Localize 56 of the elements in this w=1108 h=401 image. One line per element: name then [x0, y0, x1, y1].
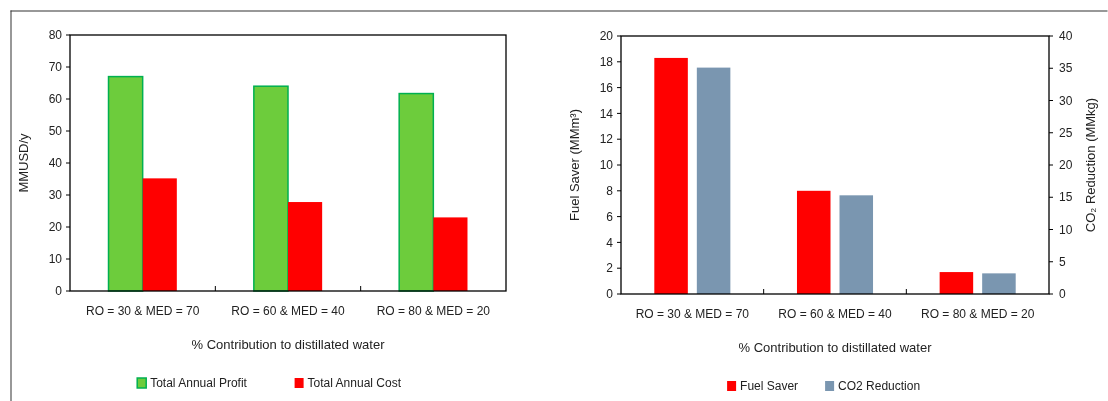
y-tick-label: 30	[48, 188, 63, 203]
y2-tick-label: 30	[1059, 93, 1073, 108]
legend-label: Total Annual Profit	[150, 376, 248, 391]
bar	[939, 272, 974, 294]
y-tick-label: 6	[606, 209, 614, 224]
x-axis-title: % Contribution to distillated water	[191, 337, 386, 352]
bar	[398, 92, 435, 292]
y2-axis-title: CO₂ Reduction (MMkg)	[1083, 97, 1098, 233]
x-tick-label: RO = 80 & MED = 20	[920, 307, 1035, 321]
y-axis-title: MMUSD/y	[16, 132, 31, 193]
y-tick-label: 10	[599, 158, 614, 173]
y2-tick-label: 10	[1059, 222, 1073, 237]
y-tick-label: 20	[48, 220, 63, 235]
y-tick-label: 4	[606, 235, 614, 250]
legend-label: Fuel Saver	[740, 379, 799, 394]
y-tick-label: 0	[55, 284, 63, 299]
y-tick-label: 0	[606, 287, 614, 302]
bar	[654, 57, 688, 294]
bar	[288, 202, 323, 291]
x-tick-label: RO = 80 & MED = 20	[376, 304, 491, 318]
legend-label: Total Annual Cost	[307, 376, 402, 391]
bar	[433, 217, 468, 291]
y2-tick-label: 20	[1059, 158, 1073, 173]
y2-tick-label: 35	[1059, 61, 1073, 76]
y-tick-label: 60	[48, 92, 63, 107]
bar	[142, 178, 177, 291]
bar	[253, 85, 289, 292]
y-tick-label: 20	[599, 29, 614, 44]
bar	[796, 190, 831, 294]
y-tick-label: 8	[606, 184, 614, 198]
x-tick-label: RO = 30 & MED = 70	[85, 304, 200, 318]
y2-tick-label: 5	[1059, 254, 1066, 269]
bar	[839, 195, 874, 294]
x-tick-label: RO = 60 & MED = 40	[778, 307, 893, 321]
bar	[696, 67, 731, 294]
y-tick-label: 16	[599, 80, 614, 95]
y-tick-label: 12	[599, 132, 614, 147]
y2-tick-label: 25	[1059, 125, 1073, 140]
y-tick-label: 14	[599, 106, 614, 121]
bar	[982, 273, 1016, 294]
y-tick-label: 50	[48, 124, 63, 139]
y-axis-title: Fuel Saver (MMm³)	[567, 109, 582, 221]
bar	[107, 75, 144, 292]
y-tick-label: 80	[48, 28, 63, 43]
y2-tick-label: 0	[1059, 287, 1066, 302]
legend-label: CO2 Reduction	[838, 379, 921, 394]
y2-tick-label: 40	[1059, 29, 1073, 44]
x-axis-title: % Contribution to distillated water	[738, 340, 933, 355]
y-tick-label: 18	[599, 55, 614, 69]
y-tick-label: 70	[48, 60, 63, 75]
x-tick-label: RO = 30 & MED = 70	[635, 307, 750, 321]
y-tick-label: 10	[48, 252, 63, 267]
y-tick-label: 40	[48, 156, 63, 171]
y-tick-label: 2	[606, 261, 614, 276]
y2-tick-label: 15	[1059, 190, 1073, 205]
x-tick-label: RO = 60 & MED = 40	[231, 304, 346, 318]
